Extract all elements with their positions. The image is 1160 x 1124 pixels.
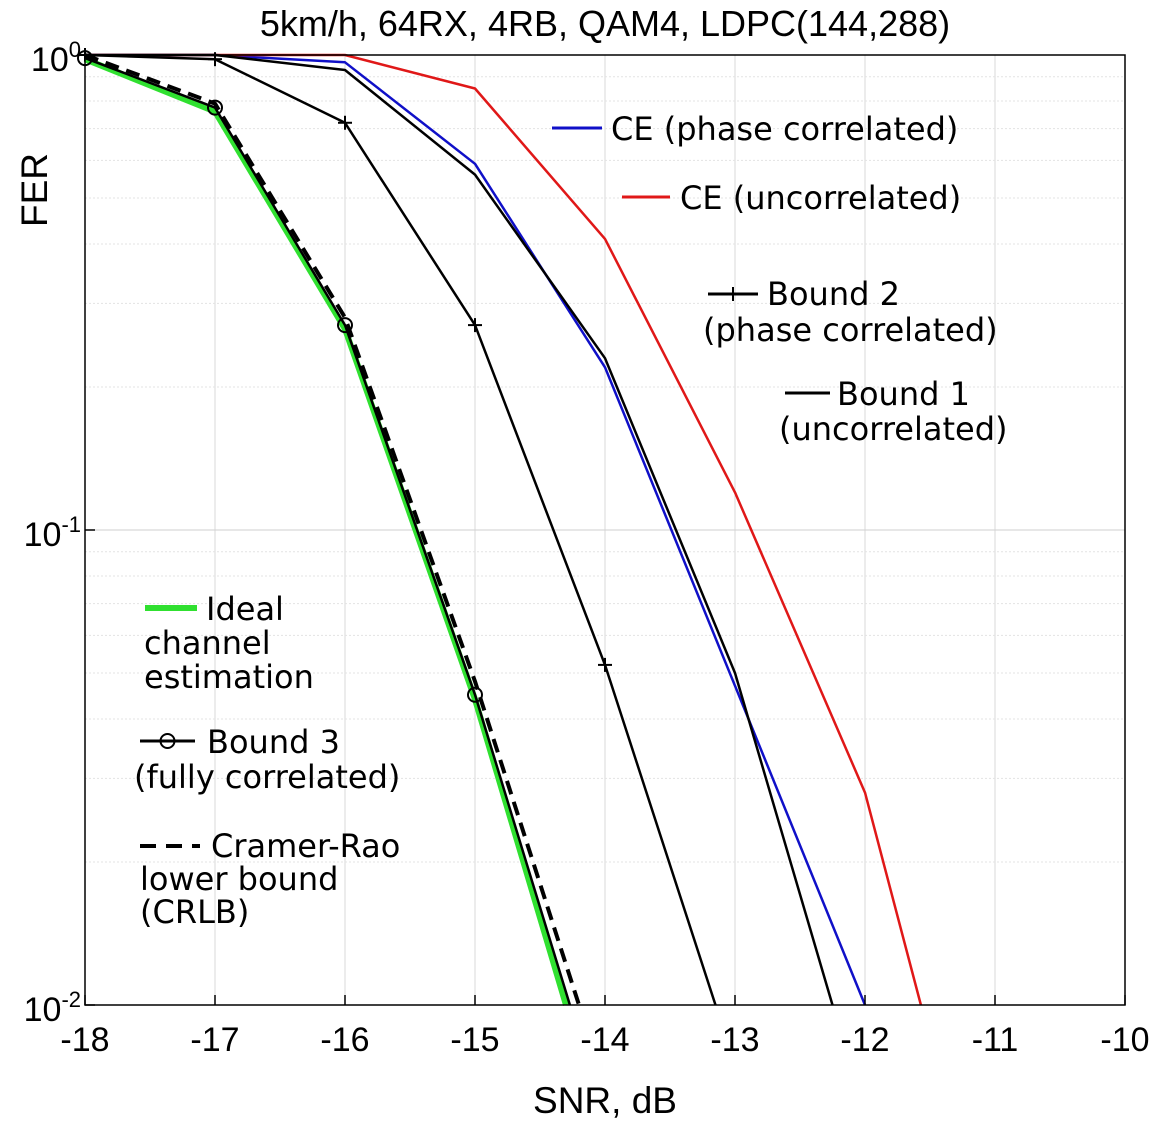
plus-marker: [598, 657, 612, 672]
legend-item-bound1: Bound 1(uncorrelated): [779, 375, 1007, 448]
y-axis-label: FER: [14, 153, 55, 227]
legend-label: Bound 2: [767, 275, 900, 313]
legend-label: (fully correlated): [134, 758, 400, 796]
legend-label: Bound 3: [207, 723, 340, 761]
plus-marker: [726, 287, 740, 301]
y-tick-label: 10-2: [24, 987, 81, 1029]
plus-marker: [468, 318, 482, 333]
series-6: [84, 53, 581, 1006]
x-tick-label: -10: [1100, 1021, 1149, 1059]
legend-label: Cramer-Rao: [211, 827, 400, 865]
legend-item-ce-uncorr: CE (uncorrelated): [622, 179, 961, 217]
x-tick-label: -16: [320, 1021, 369, 1059]
legend-item-bound2: Bound 2(phase correlated): [703, 275, 998, 349]
x-tick-label: -14: [580, 1021, 629, 1059]
series-4: [83, 56, 569, 1006]
legend-label: CE (uncorrelated): [680, 179, 961, 217]
legend-label: Ideal: [206, 590, 284, 628]
legend-item-bound3: Bound 3(fully correlated): [134, 723, 400, 796]
legend-label: (uncorrelated): [779, 410, 1007, 448]
legend-label: CE (phase correlated): [611, 110, 958, 148]
series-line: [84, 53, 717, 1006]
y-tick-label: 10-1: [24, 512, 81, 554]
y-tick-label: 100: [31, 37, 81, 79]
x-axis-label: SNR, dB: [533, 1080, 677, 1121]
legend-label: estimation: [144, 658, 314, 696]
chart-title: 5km/h, 64RX, 4RB, QAM4, LDPC(144,288): [260, 3, 950, 44]
circle-marker: [337, 317, 353, 334]
x-tick-label: -12: [840, 1021, 889, 1059]
legend-label: (phase correlated): [703, 311, 998, 349]
legend-label: (CRLB): [140, 893, 249, 931]
grid: [84, 54, 1126, 1006]
series-line: [84, 53, 581, 1006]
x-tick-label: -13: [710, 1021, 759, 1059]
series-line: [84, 56, 572, 1006]
legend: CE (phase correlated) CE (uncorrelated) Bo…: [134, 110, 1007, 931]
legend-label: Bound 1: [837, 375, 970, 413]
circle-marker: [207, 99, 223, 116]
circle-marker: [159, 733, 176, 749]
series-line: [83, 56, 569, 1006]
legend-label: channel: [144, 624, 271, 662]
legend-item-ce-phase: CE (phase correlated): [552, 110, 958, 148]
y-axis-ticks: 100 10-1 10-2: [24, 37, 95, 1029]
x-tick-label: -15: [450, 1021, 499, 1059]
x-tick-label: -17: [190, 1021, 239, 1059]
x-tick-label: -18: [60, 1021, 109, 1059]
legend-label: lower bound: [140, 860, 338, 898]
plus-marker: [338, 115, 352, 130]
x-axis-ticks: -18 -17 -16 -15 -14 -13 -12 -11 -10: [60, 995, 1150, 1059]
x-tick-label: -11: [972, 1021, 1019, 1059]
